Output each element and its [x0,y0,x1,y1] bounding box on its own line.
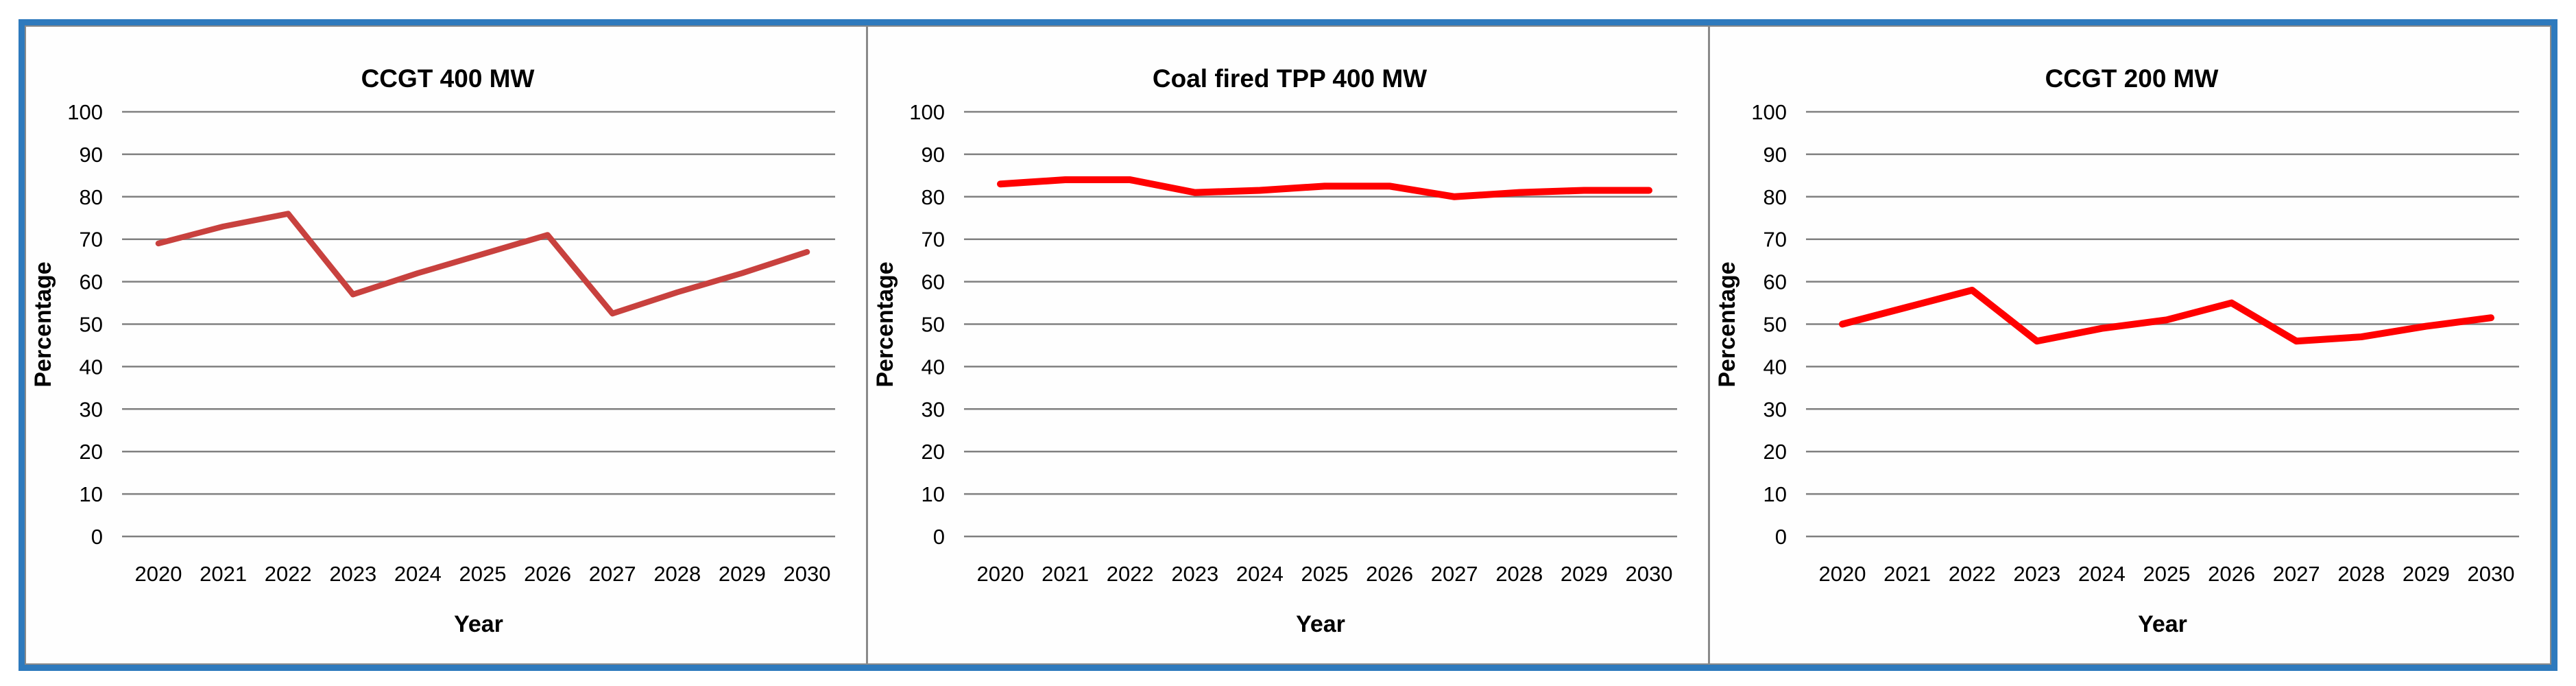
x-tick-label: 2021 [1042,562,1089,586]
y-axis-title: Percentage [1714,261,1740,387]
y-tick-label: 40 [922,355,945,379]
x-tick-label: 2021 [1883,562,1931,586]
x-tick-label: 2022 [265,562,312,586]
y-tick-label: 20 [922,440,945,464]
y-tick-label: 10 [80,482,103,506]
y-tick-label: 70 [922,228,945,252]
y-tick-label: 60 [922,270,945,294]
y-tick-label: 10 [922,482,945,506]
figure-border: 100 90 80 70 60 50 40 30 20 10 0 2020 2021 2022 2023 2… [19,19,2557,671]
x-tick-label: 2022 [1949,562,1996,586]
x-tick-label: 2030 [2468,562,2515,586]
gridlines [964,110,1677,538]
x-tick-label: 2024 [1236,562,1284,586]
x-tick-label: 2020 [1819,562,1866,586]
y-tick-label: 0 [1775,525,1787,549]
x-axis-title: Year [1296,611,1345,637]
chart-title: CCGT 200 MW [2045,64,2219,93]
x-tick-label: 2020 [135,562,182,586]
y-tick-label: 30 [80,397,103,421]
y-tick-label: 40 [80,355,103,379]
y-tick-label: 20 [1764,440,1787,464]
x-tick-label: 2026 [1366,562,1413,586]
x-tick-label: 2023 [329,562,376,586]
x-tick-label: 2022 [1107,562,1154,586]
y-tick-label: 50 [922,313,945,337]
y-tick-label: 0 [933,525,945,549]
y-tick-label: 100 [909,100,945,124]
y-tick-label: 80 [1764,185,1787,209]
y-tick-label: 50 [80,313,103,337]
y-tick-label: 100 [67,100,103,124]
x-axis-title: Year [2138,611,2187,637]
gridlines [1806,110,2519,538]
y-axis-title: Percentage [872,261,898,387]
y-tick-label: 90 [1764,143,1787,167]
x-tick-label: 2024 [2078,562,2126,586]
charts-container: 100 90 80 70 60 50 40 30 20 10 0 2020 2021 2022 2023 2… [25,25,2551,665]
x-tick-label: 2028 [1495,562,1543,586]
x-tick-label: 2027 [1431,562,1478,586]
y-tick-label: 70 [80,228,103,252]
x-tick-labels: 2020 2021 2022 2023 2024 2025 2026 2027 2028 2029… [135,562,831,586]
x-tick-labels: 2020 2021 2022 2023 2024 2025 2026 2027 2028 2029… [1819,562,2515,586]
y-tick-label: 10 [1764,482,1787,506]
x-tick-label: 2020 [977,562,1024,586]
x-tick-label: 2027 [589,562,636,586]
y-tick-label: 0 [91,525,103,549]
y-tick-label: 60 [1764,270,1787,294]
x-tick-label: 2030 [1626,562,1673,586]
y-tick-label: 60 [80,270,103,294]
data-line [1839,286,2494,345]
y-tick-label: 90 [80,143,103,167]
y-tick-label: 50 [1764,313,1787,337]
y-tick-label: 100 [1751,100,1787,124]
x-tick-label: 2027 [2273,562,2320,586]
x-tick-label: 2029 [1561,562,1608,586]
y-tick-label: 20 [80,440,103,464]
y-tick-label: 80 [80,185,103,209]
x-axis-title: Year [454,611,503,637]
x-tick-label: 2025 [459,562,507,586]
x-tick-label: 2028 [653,562,701,586]
x-tick-label: 2024 [394,562,442,586]
data-line [155,211,810,317]
chart-title: CCGT 400 MW [361,64,535,93]
x-tick-label: 2030 [784,562,831,586]
y-tick-label: 40 [1764,355,1787,379]
x-tick-label: 2029 [719,562,766,586]
y-tick-label: 30 [922,397,945,421]
x-tick-label: 2023 [1171,562,1218,586]
chart-title: Coal fired TPP 400 MW [1153,64,1427,93]
y-tick-label: 30 [1764,397,1787,421]
x-tick-label: 2026 [2208,562,2255,586]
x-tick-label: 2028 [2337,562,2385,586]
x-tick-label: 2025 [2143,562,2191,586]
y-tick-label: 70 [1764,228,1787,252]
data-line [997,176,1652,200]
x-tick-label: 2023 [2013,562,2060,586]
chart-panel-ccgt-400mw: 100 90 80 70 60 50 40 30 20 10 0 2020 2021 2022 2023 2… [26,27,866,663]
y-tick-label: 80 [922,185,945,209]
x-tick-labels: 2020 2021 2022 2023 2024 2025 2026 2027 2028 2029… [977,562,1673,586]
chart-panel-coal-tpp-400mw: 100 90 80 70 60 50 40 30 20 10 0 2020 2021 2022 2023 2… [866,27,1708,663]
y-tick-label: 90 [922,143,945,167]
x-tick-label: 2029 [2403,562,2450,586]
chart-panel-ccgt-200mw: 100 90 80 70 60 50 40 30 20 10 0 2020 2021 2022 2023 2… [1708,27,2550,663]
y-axis-title: Percentage [30,261,56,387]
x-tick-label: 2026 [524,562,571,586]
x-tick-label: 2025 [1301,562,1349,586]
x-tick-label: 2021 [200,562,247,586]
gridlines [122,110,835,538]
